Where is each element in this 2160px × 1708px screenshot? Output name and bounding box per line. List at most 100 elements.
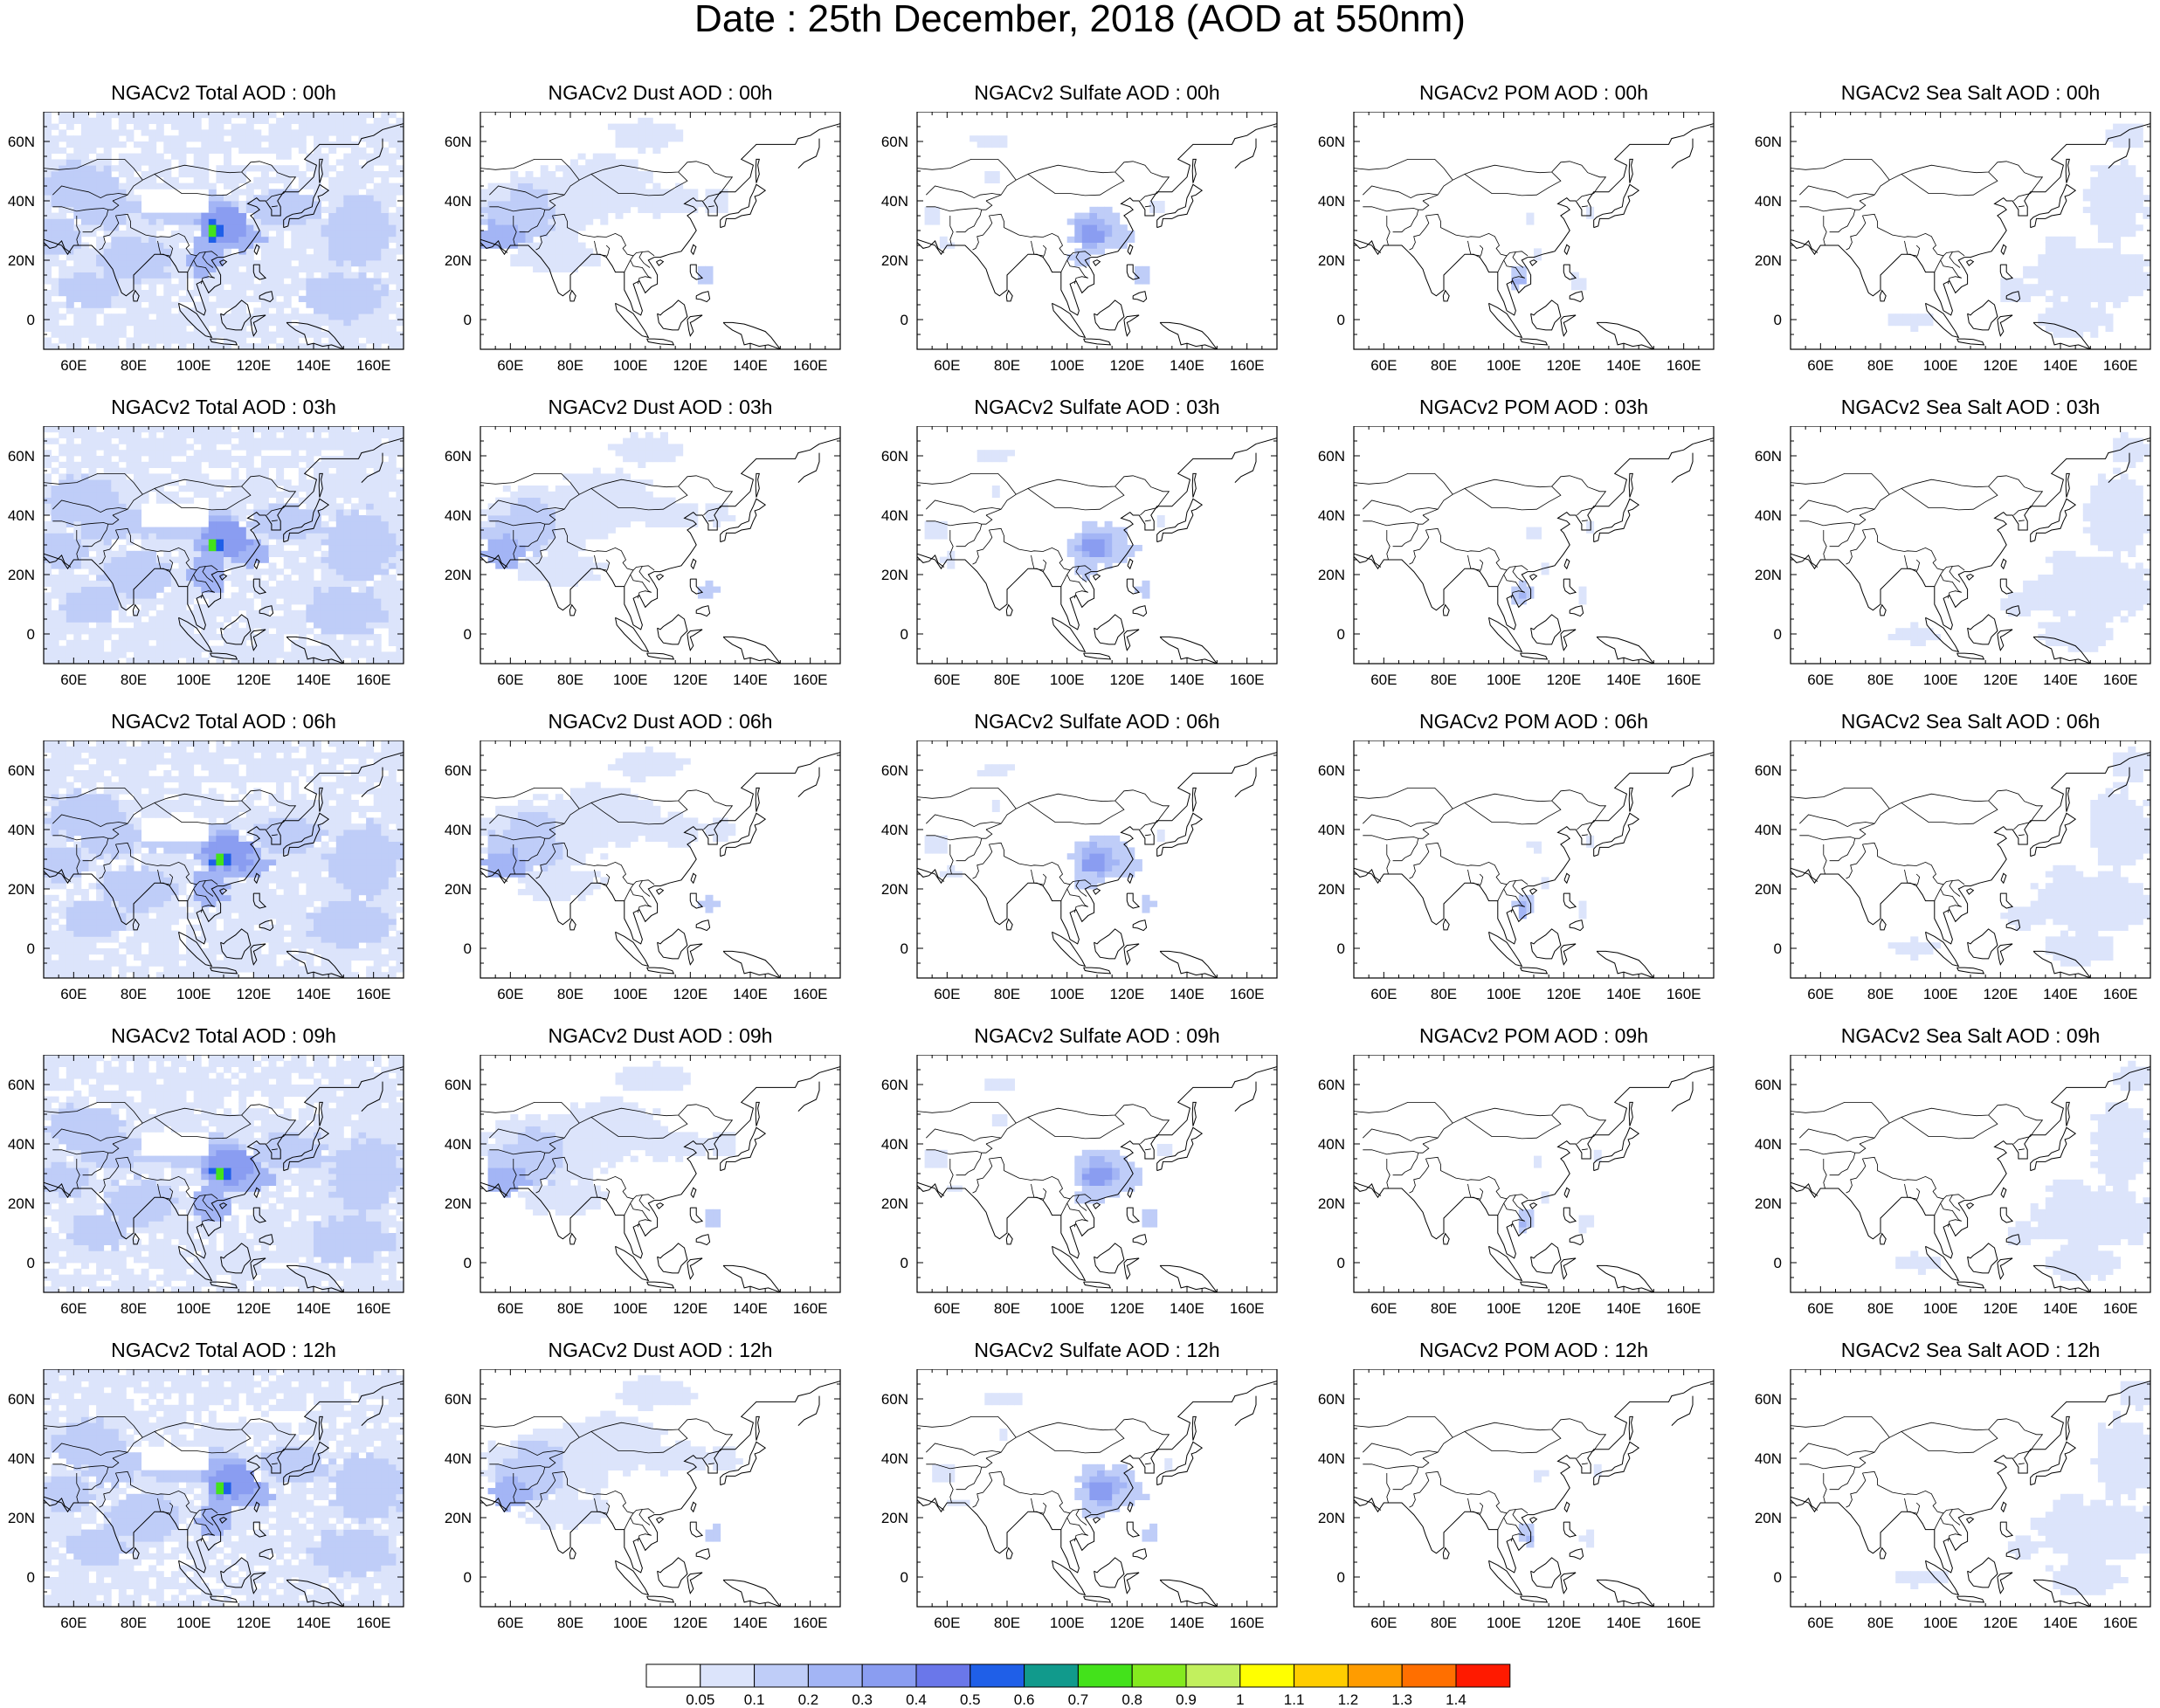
aod-field	[1518, 1149, 1602, 1234]
country-border	[489, 185, 565, 199]
country-border	[82, 838, 109, 862]
coastline	[1127, 558, 1134, 570]
country-border	[200, 1533, 215, 1542]
coastline	[1563, 892, 1577, 909]
coastline	[361, 452, 383, 483]
coastline	[259, 291, 274, 303]
country-border	[1904, 1498, 1917, 1514]
country-border	[271, 520, 278, 522]
lon-tick-label: 100E	[176, 986, 211, 1002]
lon-tick-label: 140E	[1606, 1300, 1641, 1317]
coastline	[1094, 614, 1125, 645]
lon-tick-label: 60E	[1807, 1300, 1833, 1317]
lon-tick-label: 140E	[1606, 986, 1641, 1002]
country-border	[1409, 1158, 1430, 1194]
lon-tick-label: 140E	[1170, 1615, 1204, 1631]
coastline	[656, 1517, 665, 1524]
country-border	[1940, 1202, 1962, 1222]
coastline	[318, 472, 323, 498]
country-border	[187, 884, 197, 901]
country-border	[1947, 905, 1962, 913]
lon-tick-label: 60E	[934, 357, 960, 374]
lon-tick-label: 140E	[733, 357, 768, 374]
country-border	[115, 842, 218, 885]
coastline	[220, 300, 252, 331]
coastline	[2032, 1264, 2091, 1292]
lat-tick-label: 0	[901, 1255, 908, 1271]
country-border	[1859, 1104, 2044, 1145]
lon-tick-label: 120E	[673, 1300, 707, 1317]
lat-tick-label: 40N	[445, 507, 472, 524]
country-border	[1031, 1498, 1044, 1514]
country-border	[624, 569, 634, 587]
panel-title: NGACv2 Sea Salt AOD : 03h	[1840, 396, 2101, 418]
lat-tick-label: 20N	[1318, 252, 1345, 269]
colorbar-label: 1.4	[1446, 1691, 1466, 1708]
coastline	[210, 338, 238, 346]
country-border	[707, 205, 714, 208]
country-border	[76, 530, 80, 561]
lat-tick-label: 20N	[1318, 567, 1345, 583]
coastline	[1596, 1264, 1654, 1292]
coastline	[1354, 554, 1382, 568]
country-border	[989, 213, 1092, 257]
lon-tick-label: 140E	[1170, 986, 1204, 1002]
country-border	[169, 873, 174, 886]
country-border	[1862, 213, 1965, 257]
country-border	[1422, 1104, 1607, 1145]
country-border	[1901, 171, 1998, 196]
country-border	[637, 590, 652, 599]
country-border	[1363, 1128, 1439, 1142]
coastline	[2065, 1101, 2070, 1126]
lon-tick-label: 120E	[1546, 1615, 1581, 1631]
lat-tick-label: 20N	[1318, 1195, 1345, 1212]
map-panel: 60E 80E 100E 120E 140E 160E 60N 40N 20N 0	[881, 426, 1278, 688]
coastline	[283, 1441, 330, 1486]
coastline	[1563, 1521, 1577, 1538]
lon-tick-label: 120E	[236, 1615, 271, 1631]
country-border	[1915, 873, 1921, 886]
country-border	[1386, 844, 1391, 875]
coastline	[44, 1066, 404, 1259]
country-border	[638, 1195, 651, 1211]
coastline	[720, 812, 767, 857]
country-border	[1846, 844, 1867, 879]
coastline	[1593, 812, 1640, 857]
lat-tick-label: 0	[1774, 1255, 1782, 1271]
coastline	[646, 1281, 675, 1289]
coastline	[1156, 183, 1204, 229]
country-border	[703, 507, 721, 516]
country-border	[1915, 1502, 1921, 1515]
lon-tick-label: 160E	[1230, 1615, 1265, 1631]
coastline	[286, 636, 344, 664]
coastline	[2065, 787, 2070, 812]
country-border	[1934, 1198, 1944, 1216]
map-panel: 60E 80E 100E 120E 140E 160E 60N 40N 20N 0	[1755, 112, 2151, 374]
lat-tick-label: 0	[464, 626, 472, 643]
coastline	[1999, 1521, 2014, 1538]
country-border	[480, 159, 580, 181]
aod-field	[1895, 1381, 2150, 1595]
country-border	[2018, 834, 2025, 837]
country-border	[1464, 1114, 1562, 1140]
lat-tick-label: 40N	[8, 822, 35, 838]
lat-tick-label: 20N	[881, 1195, 908, 1212]
country-border	[202, 566, 214, 582]
lat-tick-label: 40N	[445, 1136, 472, 1153]
lon-tick-label: 100E	[1923, 986, 1958, 1002]
lon-tick-label: 120E	[1983, 671, 2018, 688]
colorbar-swatch	[1077, 1663, 1133, 1688]
lon-tick-label: 120E	[1109, 357, 1144, 374]
coastline	[646, 338, 675, 346]
country-border	[949, 1473, 954, 1504]
lat-tick-label: 0	[901, 940, 908, 957]
coastline	[1354, 437, 1714, 630]
country-border	[535, 1158, 556, 1194]
lon-tick-label: 80E	[1867, 1300, 1894, 1317]
coastline	[690, 872, 697, 885]
country-border	[989, 842, 1092, 885]
lon-tick-label: 100E	[1050, 1615, 1085, 1631]
coastline	[917, 869, 945, 882]
colorbar-label: 0.4	[906, 1691, 927, 1708]
lat-tick-label: 20N	[1755, 1510, 1782, 1526]
